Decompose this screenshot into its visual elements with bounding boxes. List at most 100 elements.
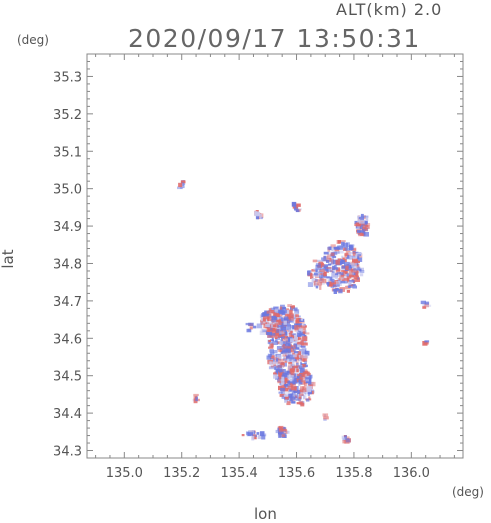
data-point xyxy=(319,273,322,276)
data-point xyxy=(296,368,299,373)
data-point xyxy=(302,331,306,334)
data-point xyxy=(279,332,282,336)
data-point xyxy=(308,374,313,379)
data-point xyxy=(266,327,269,332)
data-point xyxy=(277,377,283,380)
data-point xyxy=(336,273,342,277)
data-point xyxy=(343,247,347,251)
data-point xyxy=(352,255,357,259)
data-point xyxy=(288,375,294,379)
data-point xyxy=(320,280,325,285)
data-point xyxy=(268,328,271,332)
data-point xyxy=(357,226,360,231)
data-point xyxy=(281,376,285,382)
data-point xyxy=(303,395,306,400)
data-point xyxy=(354,277,360,282)
data-point xyxy=(278,370,283,374)
data-point xyxy=(283,320,287,325)
data-point xyxy=(287,304,293,308)
data-point xyxy=(278,372,284,377)
data-point xyxy=(283,356,287,359)
data-point xyxy=(299,393,304,396)
data-point xyxy=(331,278,335,283)
data-point xyxy=(337,258,342,261)
data-point xyxy=(241,434,245,437)
data-point xyxy=(424,301,430,305)
data-point xyxy=(294,323,298,326)
data-point xyxy=(281,390,285,395)
data-point xyxy=(303,354,309,359)
data-point xyxy=(275,337,280,340)
data-point xyxy=(280,339,284,342)
data-point xyxy=(319,269,325,272)
data-point xyxy=(347,278,350,283)
data-point xyxy=(357,219,361,223)
data-point xyxy=(333,246,340,250)
data-point xyxy=(275,371,281,375)
data-point xyxy=(301,372,306,377)
data-point xyxy=(299,375,306,380)
data-point xyxy=(270,332,276,336)
data-point xyxy=(327,251,331,256)
y-tick-label: 34.4 xyxy=(53,407,82,422)
data-point xyxy=(346,273,349,278)
data-point xyxy=(306,383,310,387)
data-point xyxy=(320,278,327,284)
data-point xyxy=(270,310,275,314)
data-point xyxy=(365,227,368,231)
data-point xyxy=(348,262,352,268)
data-point xyxy=(280,332,286,337)
data-point xyxy=(284,396,290,400)
data-point xyxy=(277,380,283,384)
data-point xyxy=(277,357,282,360)
data-point xyxy=(282,358,288,361)
data-point xyxy=(285,395,290,399)
data-point xyxy=(345,438,351,443)
data-point xyxy=(365,217,369,221)
data-point xyxy=(291,201,297,207)
data-point xyxy=(270,352,275,356)
data-point xyxy=(339,272,344,276)
data-point xyxy=(319,278,325,283)
data-point xyxy=(285,329,291,332)
data-point xyxy=(298,354,305,358)
data-point xyxy=(283,394,289,397)
data-point xyxy=(295,314,299,318)
data-point xyxy=(279,331,285,334)
data-point xyxy=(287,343,291,347)
data-point xyxy=(321,257,327,262)
data-point xyxy=(358,260,360,263)
data-points xyxy=(177,180,432,444)
data-point xyxy=(286,401,291,406)
data-point xyxy=(344,248,349,251)
data-point xyxy=(284,378,288,382)
data-point xyxy=(307,270,311,276)
data-point xyxy=(308,382,312,386)
data-point xyxy=(296,356,299,361)
data-point xyxy=(330,244,336,248)
data-point xyxy=(298,365,303,370)
data-point xyxy=(352,251,356,255)
data-point xyxy=(273,374,278,379)
data-point xyxy=(273,365,280,370)
data-point xyxy=(299,386,305,391)
x-axis-label: lon xyxy=(254,505,277,523)
data-point xyxy=(341,260,345,264)
data-point xyxy=(278,318,282,322)
data-point xyxy=(297,389,301,395)
data-point xyxy=(357,254,361,257)
data-point xyxy=(276,361,279,367)
data-point xyxy=(302,387,309,392)
data-point xyxy=(276,368,283,372)
data-point xyxy=(301,326,306,331)
data-point xyxy=(286,355,289,361)
data-point xyxy=(275,339,278,343)
data-point xyxy=(280,326,287,331)
data-point xyxy=(286,319,291,324)
data-point xyxy=(365,225,370,229)
data-point xyxy=(297,332,302,337)
data-point xyxy=(268,340,271,343)
y-tick-label: 34.5 xyxy=(53,370,82,385)
data-point xyxy=(329,276,333,281)
data-point xyxy=(300,354,304,360)
